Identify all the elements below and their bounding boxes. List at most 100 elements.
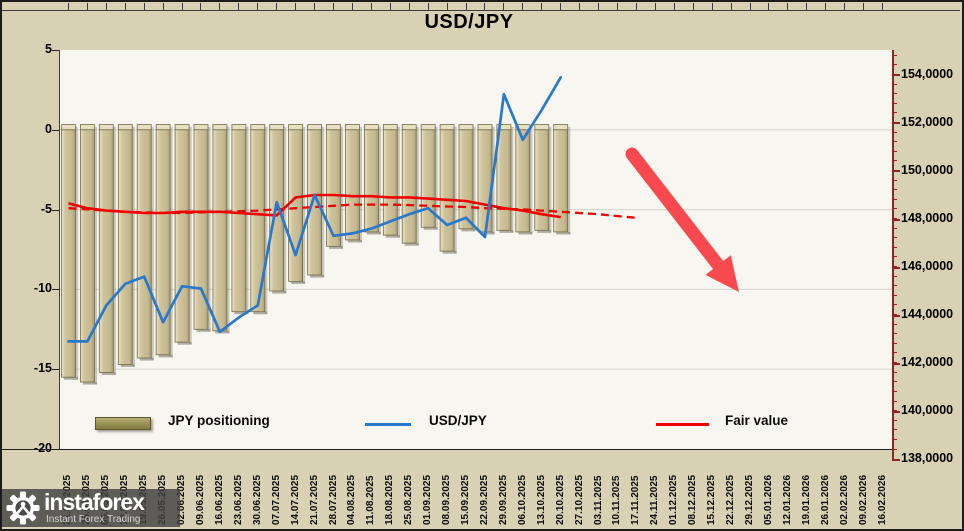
y-axis-tick-right: [894, 362, 900, 365]
y-axis-minor-tick-right: [894, 400, 897, 402]
bar-cap: [98, 124, 114, 131]
trend-arrow: [625, 147, 739, 292]
top-tick: [882, 3, 884, 10]
bar: [231, 129, 247, 313]
bar: [174, 129, 190, 343]
bar-cap: [534, 124, 550, 131]
y-axis-label-left: 5: [45, 42, 52, 56]
bar-cap: [326, 124, 341, 131]
bar-cap: [420, 124, 436, 131]
right-axis-line: [892, 50, 894, 461]
bar: [534, 129, 550, 231]
top-tick: [541, 3, 543, 10]
x-axis-label: 13.10.2025: [535, 474, 547, 525]
bar-cap: [288, 124, 304, 131]
top-tick: [692, 3, 694, 10]
y-axis-minor-tick-right: [894, 131, 897, 133]
top-tick: [654, 3, 656, 10]
x-axis-label: 09.02.2026: [857, 474, 869, 525]
bar: [553, 129, 569, 233]
top-tick: [314, 3, 316, 10]
x-axis-label: 08.12.2025: [687, 474, 699, 525]
y-axis-label-left: -20: [8, 441, 52, 455]
legend-swatch-jpy-positioning: [95, 417, 151, 430]
x-axis-label: 02.02.2026: [838, 474, 850, 525]
top-tick: [143, 3, 145, 10]
y-axis-tick-left: [52, 369, 59, 371]
bar: [212, 129, 228, 332]
y-axis-minor-tick-right: [894, 294, 897, 296]
y-axis-tick-right: [894, 122, 900, 125]
x-axis-label: 10.11.2025: [611, 475, 623, 526]
y-axis-minor-tick-right: [894, 246, 897, 248]
y-axis-minor-tick-right: [894, 371, 897, 373]
y-axis-label-right: 148,0000: [901, 211, 954, 225]
top-tick: [333, 3, 334, 10]
top-tick: [730, 3, 732, 10]
bar-cap: [117, 124, 133, 131]
bar-cap: [231, 124, 247, 131]
x-axis-label: 30.06.2025: [251, 474, 263, 525]
y-axis-label-right: 142,0000: [901, 355, 954, 370]
bar: [344, 129, 360, 241]
plot-area: [59, 50, 892, 449]
y-axis-tick-left: [52, 289, 59, 291]
bar: [326, 129, 341, 247]
bar: [496, 129, 512, 231]
x-axis-label: 22.12.2025: [725, 474, 737, 525]
bar-cap: [401, 124, 417, 131]
legend-swatch-fair-value: [656, 423, 709, 426]
top-tick: [67, 3, 69, 10]
x-axis-label: 17.11.2025: [630, 475, 642, 526]
y-axis-minor-tick-right: [894, 323, 897, 325]
bar: [155, 129, 171, 356]
y-axis-minor-tick-right: [894, 93, 897, 95]
bar-cap: [553, 124, 569, 131]
bar: [61, 129, 76, 378]
y-axis-minor-tick-right: [894, 102, 897, 104]
x-axis-label: 21.07.2025: [308, 474, 320, 525]
y-axis-tick-right: [894, 410, 900, 413]
x-axis-label: 14.07.2025: [289, 474, 301, 525]
y-axis-minor-tick-right: [894, 208, 897, 210]
bar-cap: [307, 124, 323, 131]
y-axis-minor-tick-right: [894, 141, 897, 143]
x-axis-label: 24.11.2025: [649, 475, 661, 526]
bar-cap: [344, 124, 360, 131]
x-axis-label: 11.08.2025: [365, 475, 377, 526]
y-axis-tick-right: [894, 170, 900, 173]
x-axis-label: 03.11.2025: [592, 475, 604, 526]
bar-cap: [439, 124, 455, 131]
top-tick: [427, 3, 429, 10]
bar: [458, 129, 474, 230]
top-tick: [370, 3, 372, 10]
bar-cap: [61, 124, 76, 131]
y-axis-minor-tick-right: [894, 304, 897, 306]
legend-label-usdjpy: USD/JPY: [429, 413, 487, 428]
x-axis-label: 12.01.2026: [781, 474, 793, 525]
y-axis-label-right: 144,0000: [901, 307, 954, 322]
y-axis-minor-tick-right: [894, 285, 897, 287]
x-axis-label: 26.01.2026: [819, 474, 831, 525]
top-tick: [124, 3, 126, 10]
top-tick: [276, 3, 278, 10]
bar-cap: [193, 124, 209, 131]
bar: [382, 129, 398, 236]
y-axis-minor-tick-right: [894, 352, 897, 354]
bar: [401, 129, 417, 244]
top-tick: [673, 3, 675, 10]
x-axis-label: 29.09.2025: [497, 474, 509, 525]
x-axis-label: 08.09.2025: [441, 474, 453, 525]
x-axis-label: 20.10.2025: [554, 474, 566, 525]
x-axis-label: 04.08.2025: [346, 474, 358, 525]
y-axis-minor-tick-right: [894, 448, 897, 450]
x-axis-label: 28.07.2025: [327, 474, 339, 525]
y-axis-minor-tick-right: [894, 237, 897, 239]
y-axis-label-left: 0: [45, 121, 52, 136]
top-tick: [560, 3, 562, 10]
x-axis-label: 19.01.2026: [800, 474, 812, 525]
chart-canvas: [59, 50, 892, 449]
top-tick: [446, 3, 448, 10]
top-tick: [863, 3, 865, 10]
